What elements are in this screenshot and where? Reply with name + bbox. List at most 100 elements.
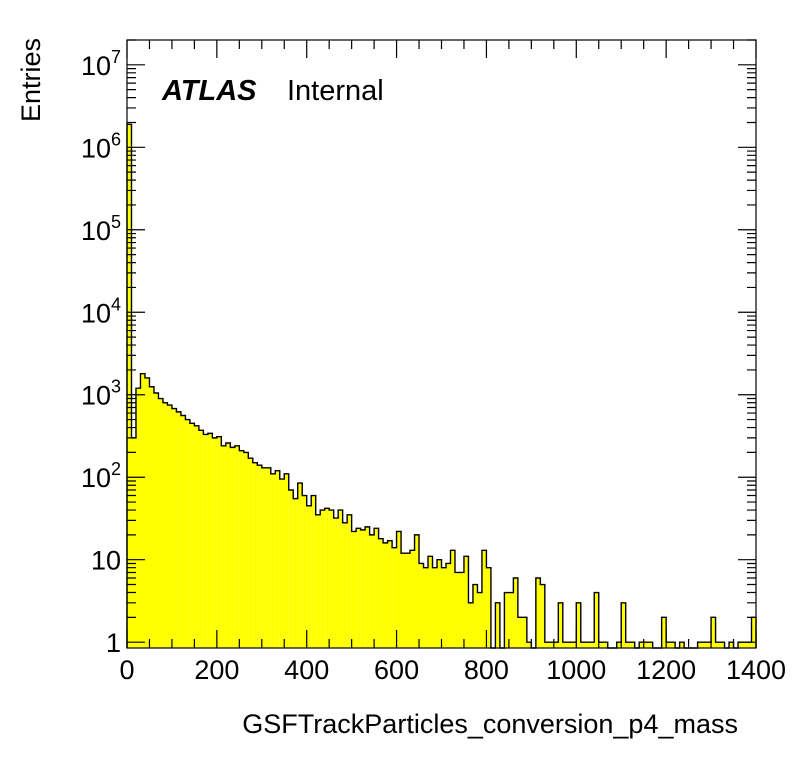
histogram-bin <box>585 642 590 648</box>
histogram-bin <box>517 617 523 648</box>
histogram-bin <box>437 559 442 648</box>
histogram-bin <box>333 518 339 648</box>
histogram-bin <box>535 577 541 648</box>
histogram-bin <box>738 642 743 648</box>
histogram-bin <box>149 386 154 648</box>
histogram-bin <box>369 534 375 648</box>
histogram-bin <box>329 510 334 648</box>
x-tick-label: 800 <box>464 655 509 685</box>
histogram-bin <box>275 470 280 648</box>
histogram-bin <box>176 411 181 648</box>
x-tick-label: 600 <box>374 655 419 685</box>
histogram-bin <box>203 434 208 648</box>
histogram-bin <box>697 642 703 648</box>
histogram-bin <box>248 458 253 648</box>
histogram-bin <box>450 550 455 648</box>
tick-marks <box>126 39 757 648</box>
histogram-bin <box>495 602 500 648</box>
histogram-bin <box>243 452 249 648</box>
histogram-bin <box>481 550 487 648</box>
y-tick-label: 106 <box>81 129 121 163</box>
histogram-bin <box>144 377 150 648</box>
histogram-bin <box>544 642 550 648</box>
histogram-bin <box>508 592 514 648</box>
histogram-bin <box>158 398 163 648</box>
histogram-bin <box>311 495 316 648</box>
histogram-bin <box>603 642 608 648</box>
histogram-bin <box>553 642 559 648</box>
histogram-bin <box>540 584 545 648</box>
histogram-bin <box>261 467 267 648</box>
histogram-bin <box>266 467 271 648</box>
histogram-bin <box>445 563 451 648</box>
histogram-bin <box>419 563 424 648</box>
histogram-bin <box>670 642 676 648</box>
internal-label: Internal <box>287 75 384 107</box>
histogram-bin <box>288 489 294 648</box>
histogram-bin <box>747 642 752 648</box>
histogram-bin <box>284 473 289 648</box>
histogram-bin <box>571 642 577 648</box>
histogram-bin <box>589 642 595 648</box>
histogram-bin <box>401 553 406 648</box>
y-tick-label: 107 <box>81 47 121 81</box>
y-tick-label: 105 <box>81 212 121 246</box>
histogram-bin <box>127 124 132 648</box>
histogram-bin <box>216 436 222 648</box>
histogram-bin <box>751 617 756 648</box>
histogram-bin <box>279 479 285 648</box>
histogram-bin <box>711 617 716 648</box>
histogram-bin <box>131 437 136 648</box>
histogram-bars <box>126 123 757 649</box>
histogram-bin <box>360 529 366 648</box>
histogram-bin <box>383 542 388 648</box>
histogram-bin <box>162 402 168 648</box>
histogram-bin <box>252 462 258 648</box>
y-tick-label: 103 <box>81 377 121 411</box>
histogram-bin <box>374 528 379 648</box>
histogram-bin <box>630 642 635 648</box>
histogram-bin <box>171 408 177 648</box>
histogram-bin <box>486 567 491 648</box>
x-tick-label: 1200 <box>636 655 696 685</box>
histogram-bin <box>392 547 397 648</box>
histogram-bin <box>522 617 527 648</box>
x-tick-labels: 0 200 400 600 800 1000 1200 1400 <box>119 655 786 685</box>
histogram-bin <box>302 495 307 648</box>
x-tick-label: 400 <box>284 655 329 685</box>
x-tick-label: 1400 <box>726 655 786 685</box>
histogram-bin <box>185 419 190 648</box>
histogram-bin <box>720 642 725 648</box>
histogram-bin <box>423 567 429 648</box>
histogram-bin <box>625 642 631 648</box>
histogram-bin <box>234 445 240 648</box>
histogram-bin <box>567 642 572 648</box>
histogram-bin <box>616 642 622 648</box>
histogram-bin <box>225 442 231 648</box>
histogram-bin <box>463 556 469 648</box>
histogram-bin <box>639 642 644 648</box>
histogram-bin <box>702 642 707 648</box>
histogram-bin <box>428 556 433 648</box>
histogram-bin <box>576 602 581 648</box>
histogram-bin <box>558 602 563 648</box>
histogram-bin <box>432 567 438 648</box>
histogram-bin <box>621 602 626 648</box>
histogram-bin <box>356 528 361 648</box>
atlas-label: ATLAS <box>161 75 257 107</box>
histogram-bin <box>405 553 411 648</box>
histogram-bin <box>198 430 204 648</box>
histogram-bin <box>729 642 734 648</box>
histogram-bin <box>257 465 262 648</box>
histogram-bin <box>315 514 321 648</box>
histogram-bin <box>153 392 159 648</box>
histogram-bin <box>351 531 357 648</box>
histogram-bin <box>580 642 586 648</box>
histogram-bin <box>239 450 244 648</box>
histogram-bin <box>706 642 712 648</box>
histogram-bin <box>468 602 473 648</box>
histogram-bin <box>598 642 604 648</box>
histogram-bin <box>320 510 325 648</box>
x-tick-label: 1000 <box>546 655 606 685</box>
y-tick-label: 10 <box>91 546 121 576</box>
